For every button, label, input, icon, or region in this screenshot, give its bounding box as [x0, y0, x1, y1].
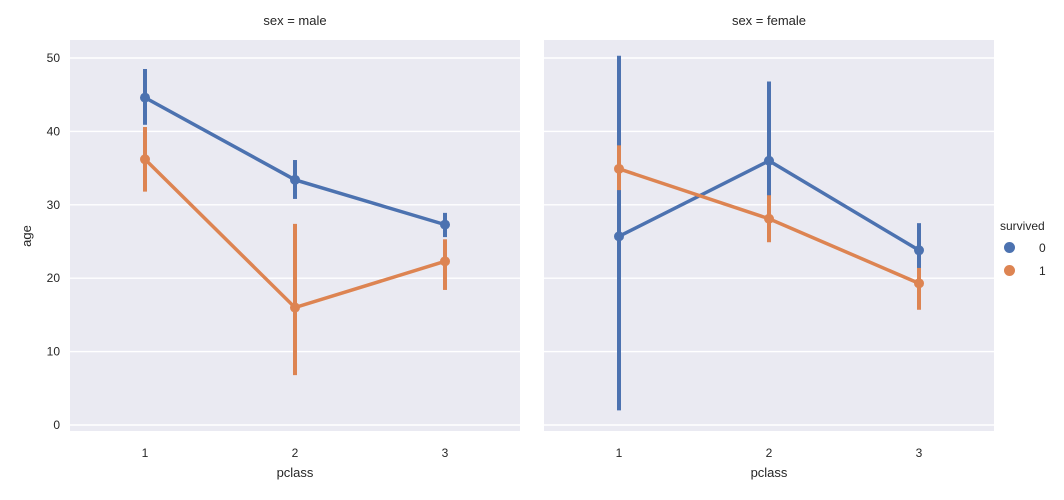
data-point	[764, 155, 774, 166]
x-tick-label: 1	[142, 446, 149, 460]
y-tick-label: 20	[47, 271, 61, 285]
x-tick-label: 2	[766, 446, 773, 460]
data-point	[914, 278, 924, 289]
x-tick-label: 1	[616, 446, 623, 460]
y-axis-label: age	[19, 225, 34, 247]
y-tick-label: 30	[47, 198, 61, 212]
y-tick-label: 10	[47, 345, 61, 359]
facet-title-female: sex = female	[731, 13, 807, 28]
x-axis-label-right: pclass	[750, 465, 788, 480]
x-tick-label: 3	[442, 446, 449, 460]
y-tick-label: 0	[53, 418, 60, 432]
y-tick-label: 50	[47, 51, 61, 65]
legend-swatch-survived-1	[1004, 265, 1015, 276]
legend-item: 1	[996, 259, 1046, 282]
legend-swatch-survived-0	[1004, 242, 1015, 253]
data-point	[614, 231, 624, 242]
legend-title: survived	[1000, 219, 1045, 233]
data-point	[914, 245, 924, 256]
x-axis-label-left: pclass	[276, 465, 314, 480]
y-tick-label: 40	[47, 124, 61, 138]
facet-title-male: sex = male	[263, 13, 327, 28]
x-tick-label: 2	[292, 446, 299, 460]
legend: survived 0 1	[996, 219, 1046, 282]
data-point	[140, 92, 150, 103]
data-point	[140, 154, 150, 165]
data-point	[290, 302, 300, 313]
x-tick-label: 3	[916, 446, 923, 460]
legend-label: 1	[1039, 263, 1046, 278]
data-point	[290, 174, 300, 185]
data-point	[440, 256, 450, 267]
legend-item: 0	[996, 236, 1046, 259]
data-point	[614, 163, 624, 174]
legend-label: 0	[1039, 240, 1046, 255]
data-point	[764, 213, 774, 224]
data-point	[440, 219, 450, 230]
